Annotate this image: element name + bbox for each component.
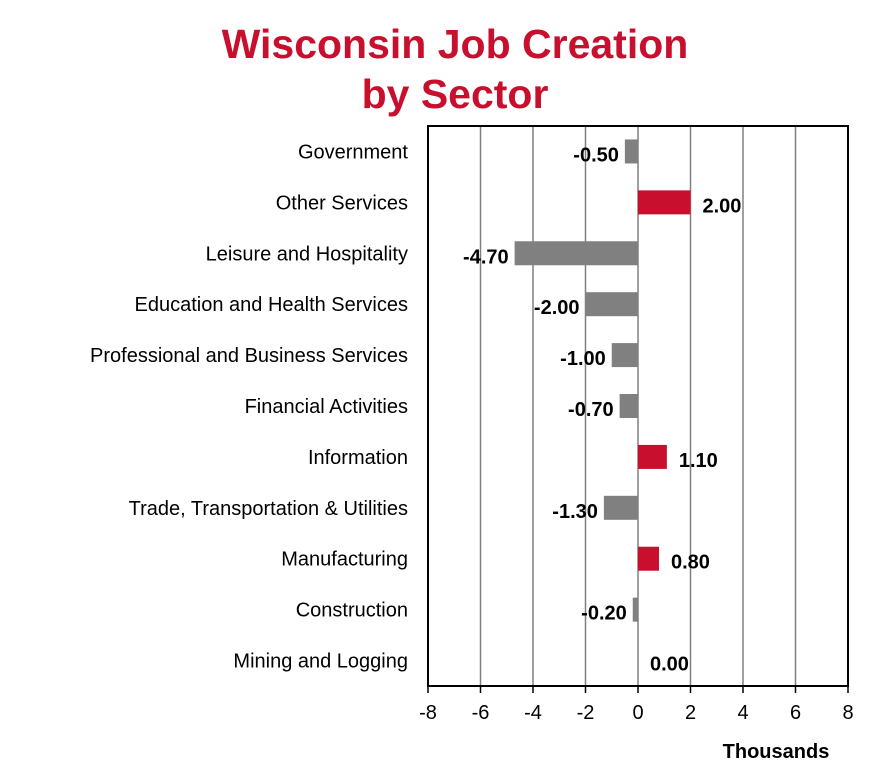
data-label: 1.10	[679, 450, 718, 472]
x-tick-label: -6	[472, 702, 490, 724]
category-label: Other Services	[276, 192, 408, 214]
data-label: -2.00	[534, 297, 580, 319]
data-label: 0.00	[650, 654, 689, 676]
x-tick-label: -2	[577, 702, 595, 724]
bar	[632, 597, 638, 622]
category-labels: Government Other Services Leisure and Hosp…	[90, 141, 408, 672]
category-label: Professional and Business Services	[90, 345, 408, 367]
bar	[603, 495, 638, 520]
bar	[585, 292, 638, 317]
bar	[514, 241, 638, 266]
x-tick-label: 0	[632, 702, 643, 724]
chart-title-line-1: Wisconsin Job Creation	[221, 21, 689, 67]
data-label: -0.20	[581, 603, 627, 625]
data-label: -0.70	[568, 399, 614, 421]
data-label: -0.50	[573, 144, 619, 166]
chart-title-line-2: by Sector	[361, 71, 549, 117]
data-label: 0.80	[671, 552, 710, 574]
x-tick-label: 6	[790, 702, 801, 724]
bar	[638, 546, 659, 571]
category-label: Trade, Transportation & Utilities	[129, 498, 408, 520]
bar	[638, 190, 691, 215]
data-labels: -0.50 2.00 -4.70 -2.00 -1.00 -0.70 1.10 -1.30 0.…	[463, 144, 741, 675]
x-tick-label: 8	[842, 702, 853, 724]
category-label: Leisure and Hospitality	[206, 243, 408, 265]
x-tick-label: 4	[737, 702, 748, 724]
bar	[611, 343, 638, 368]
gridlines	[479, 126, 797, 686]
category-label: Manufacturing	[281, 549, 408, 571]
bar	[619, 394, 638, 418]
category-label: Information	[308, 447, 408, 469]
bar	[624, 139, 638, 164]
category-label: Mining and Logging	[233, 651, 408, 673]
category-label: Financial Activities	[245, 396, 408, 418]
category-label: Construction	[296, 600, 408, 622]
data-label: -1.00	[560, 348, 606, 370]
bar	[638, 444, 667, 469]
bars	[514, 139, 691, 622]
data-label: -1.30	[552, 501, 598, 523]
x-axis-ticks: -8 -6 -4 -2 0 2 4 6 8	[419, 686, 854, 724]
x-tick-label: -8	[419, 702, 437, 724]
x-axis-title: Thousands	[723, 741, 830, 763]
x-tick-label: -4	[524, 702, 542, 724]
data-label: 2.00	[703, 195, 742, 217]
category-label: Government	[298, 141, 408, 163]
x-tick-label: 2	[685, 702, 696, 724]
data-label: -4.70	[463, 246, 509, 268]
category-label: Education and Health Services	[135, 294, 409, 316]
